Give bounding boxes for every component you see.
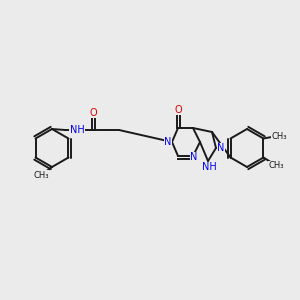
Text: N: N xyxy=(190,152,198,162)
Text: N: N xyxy=(164,137,172,147)
Text: O: O xyxy=(174,105,182,115)
Text: CH₃: CH₃ xyxy=(272,132,287,141)
Text: CH₃: CH₃ xyxy=(269,161,284,170)
Text: O: O xyxy=(89,108,97,118)
Text: NH: NH xyxy=(70,125,84,135)
Text: N: N xyxy=(217,143,225,153)
Text: CH₃: CH₃ xyxy=(33,170,49,179)
Text: NH: NH xyxy=(202,162,216,172)
